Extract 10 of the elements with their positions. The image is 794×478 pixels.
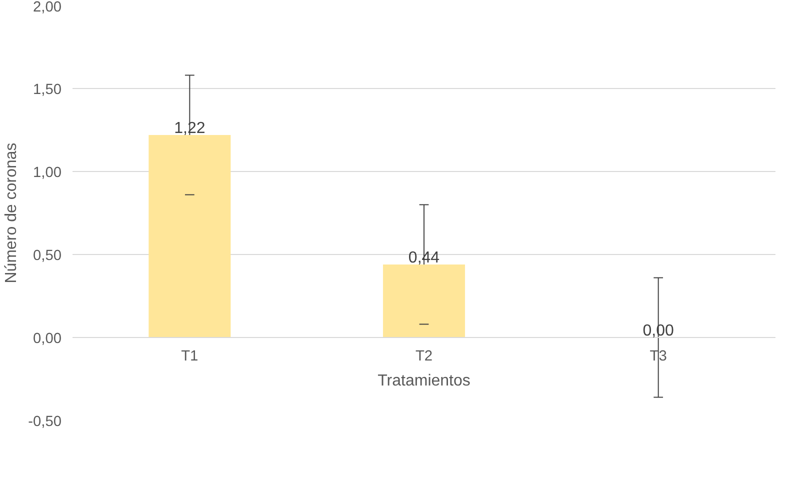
y-tick-label: 1,50	[32, 82, 62, 98]
y-tick-label: 1,00	[32, 165, 62, 181]
y-tick-label: 0,00	[32, 331, 62, 347]
x-axis-title: Tratamientos	[378, 372, 470, 390]
x-tick-label: T1	[181, 348, 198, 364]
x-tick-label: T2	[415, 348, 433, 364]
y-tick-label: -0,50	[28, 414, 62, 430]
y-axis-title: Número de coronas	[3, 142, 20, 284]
y-tick-label: 2,00	[32, 0, 62, 16]
y-tick-label: 0,50	[32, 248, 62, 264]
